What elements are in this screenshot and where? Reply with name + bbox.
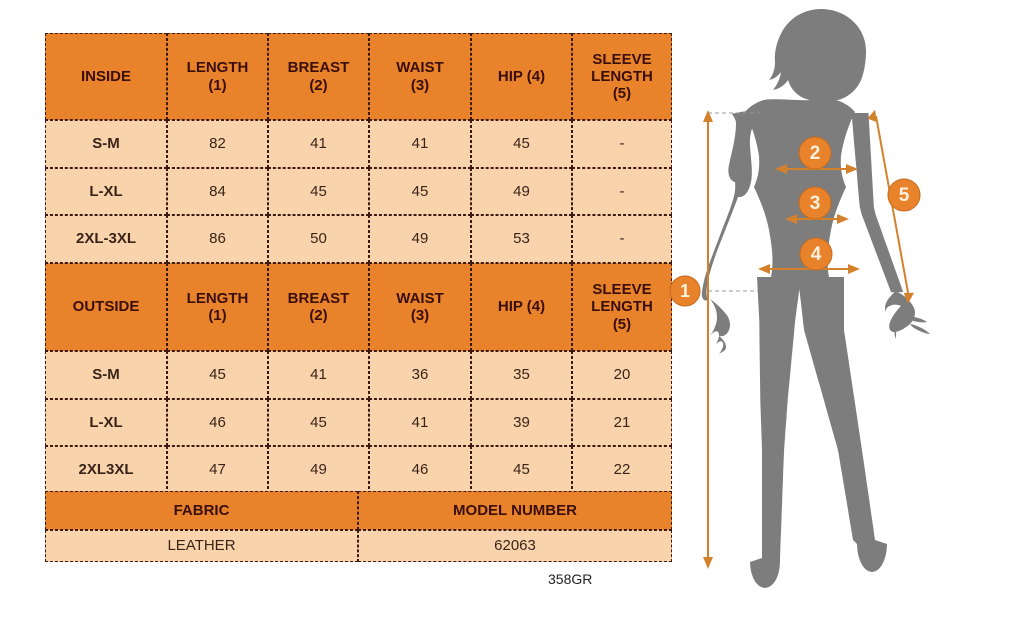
svg-text:4: 4 bbox=[811, 244, 822, 265]
svg-text:3: 3 bbox=[810, 193, 821, 214]
svg-text:5: 5 bbox=[899, 185, 910, 206]
svg-text:1: 1 bbox=[680, 281, 690, 301]
svg-text:2: 2 bbox=[810, 143, 821, 164]
